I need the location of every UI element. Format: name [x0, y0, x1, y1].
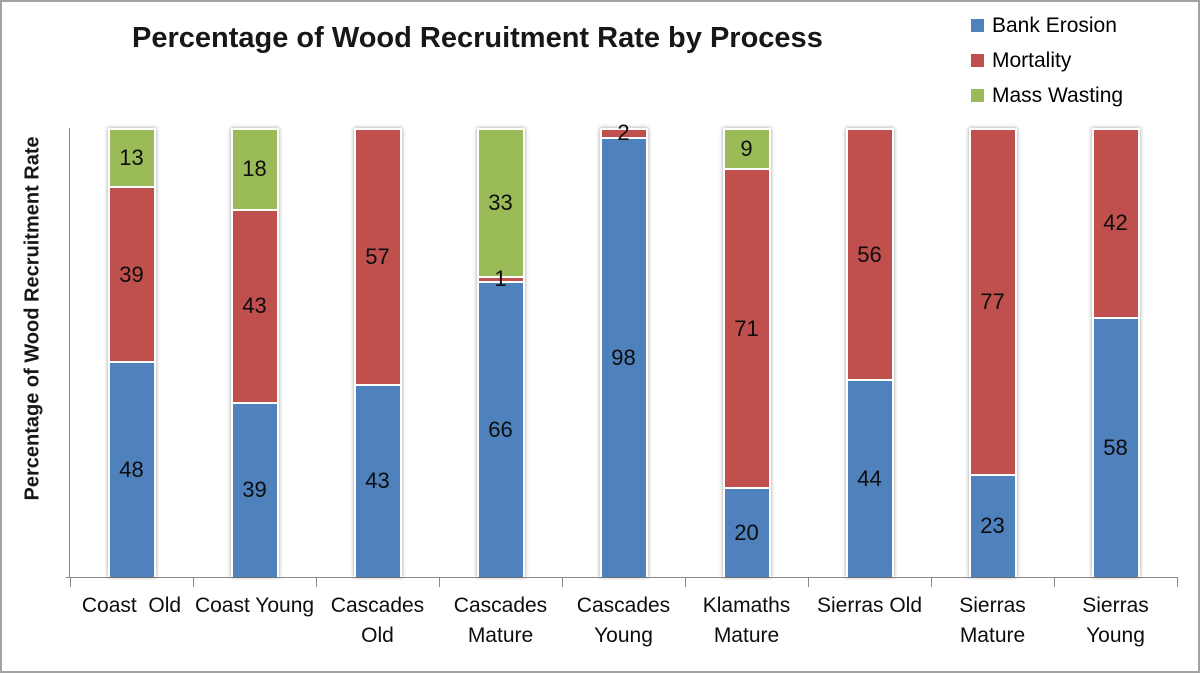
bar-segment: 9 — [722, 128, 771, 169]
bar-column: 18 43 39 — [230, 128, 279, 577]
bar-segment: 18 — [230, 128, 279, 209]
bar-value-label: 18 — [242, 156, 267, 182]
bar-column: 42 58 — [1091, 128, 1140, 577]
bar-segment: 2 — [599, 122, 648, 144]
bar-value-label: 57 — [365, 243, 390, 269]
legend-label: Mortality — [992, 49, 1072, 72]
bar-column: 13 39 48 — [107, 128, 156, 577]
bar-column: 77 23 — [968, 128, 1017, 577]
x-tick-label: Sierras Mature — [959, 594, 1026, 647]
bar-segment: 23 — [968, 473, 1017, 577]
x-axis-tick — [316, 577, 317, 587]
y-axis-label: Percentage of Wood Recruitment Rate — [21, 136, 44, 501]
bar-segment: 39 — [230, 401, 279, 577]
bar-segment: 33 — [476, 128, 525, 277]
bar-segment: 58 — [1091, 316, 1140, 577]
chart-title: Percentage of Wood Recruitment Rate by P… — [132, 22, 823, 54]
x-tick-label: Cascades Old — [330, 594, 431, 647]
bar-value-label: 42 — [1103, 210, 1128, 236]
bar-value-label: 44 — [857, 466, 882, 492]
legend-item: Mortality — [971, 49, 1123, 72]
legend-item: Mass Wasting — [971, 84, 1123, 107]
bar-value-label: 39 — [119, 261, 144, 287]
bar-value-label: 33 — [488, 190, 513, 216]
bar-segment: 43 — [353, 383, 402, 577]
x-axis-tick — [1054, 577, 1055, 587]
legend-swatch-bank-erosion — [971, 19, 984, 32]
x-axis-line — [66, 577, 1178, 578]
x-tick-label: Sierras Old — [816, 594, 923, 617]
x-axis-tick — [439, 577, 440, 587]
bar-value-label: 66 — [488, 416, 513, 442]
bar-value-label: 48 — [119, 457, 144, 483]
bar-segment: 13 — [107, 128, 156, 187]
x-tick-label: Klamaths Mature — [702, 594, 791, 647]
bar-segment: 57 — [353, 128, 402, 384]
x-tick-label: Sierras Young — [1082, 594, 1155, 647]
bar-segment: 48 — [107, 361, 156, 577]
legend-label: Mass Wasting — [992, 84, 1124, 107]
bar-value-label: 39 — [242, 477, 267, 503]
bar-column: 2 98 — [599, 122, 648, 577]
bar-value-label: 9 — [740, 136, 753, 162]
legend-label: Bank Erosion — [992, 14, 1117, 37]
bar-value-label: 58 — [1103, 434, 1128, 460]
bar-value-label: 23 — [980, 513, 1005, 539]
x-tick-label: Cascades Young — [576, 594, 671, 647]
x-tick-label: Cascades Mature — [453, 594, 548, 647]
x-tick-label: Coast Young — [194, 594, 315, 617]
bar-segment: 98 — [599, 136, 648, 577]
bar-segment: 20 — [722, 487, 771, 577]
bar-value-label: 43 — [365, 468, 390, 494]
bar-segment: 39 — [107, 186, 156, 362]
bar-segment: 71 — [722, 168, 771, 488]
bar-segment: 77 — [968, 128, 1017, 474]
bar-value-label: 56 — [857, 241, 882, 267]
bar-segment: 43 — [230, 208, 279, 402]
x-axis-tick — [70, 577, 71, 587]
x-axis-tick — [1177, 577, 1178, 587]
legend: Bank Erosion Mortality Mass Wasting — [971, 14, 1123, 119]
bar-column: 9 71 20 — [722, 128, 771, 577]
bar-value-label: 43 — [242, 293, 267, 319]
bar-value-label: 98 — [611, 344, 636, 370]
x-tick-label: Coast Old — [81, 594, 182, 617]
bar-segment: 44 — [845, 379, 894, 577]
legend-swatch-mortality — [971, 54, 984, 67]
bar-segment: 66 — [476, 280, 525, 577]
legend-swatch-mass-wasting — [971, 89, 984, 102]
y-axis-line — [69, 128, 70, 578]
bar-value-label: 71 — [734, 315, 759, 341]
x-axis-tick — [808, 577, 809, 587]
bar-column: 57 43 — [353, 128, 402, 577]
x-axis-tick — [931, 577, 932, 587]
bar-value-label: 20 — [734, 520, 759, 546]
legend-item: Bank Erosion — [971, 14, 1123, 37]
bar-segment: 56 — [845, 128, 894, 380]
x-axis-tick — [685, 577, 686, 587]
bar-column: 33 1 66 — [476, 128, 525, 577]
bar-column: 56 44 — [845, 128, 894, 577]
bar-value-label: 13 — [119, 145, 144, 171]
x-axis-tick — [562, 577, 563, 587]
bar-segment: 42 — [1091, 128, 1140, 317]
bar-value-label: 77 — [980, 288, 1005, 314]
x-axis-tick — [193, 577, 194, 587]
